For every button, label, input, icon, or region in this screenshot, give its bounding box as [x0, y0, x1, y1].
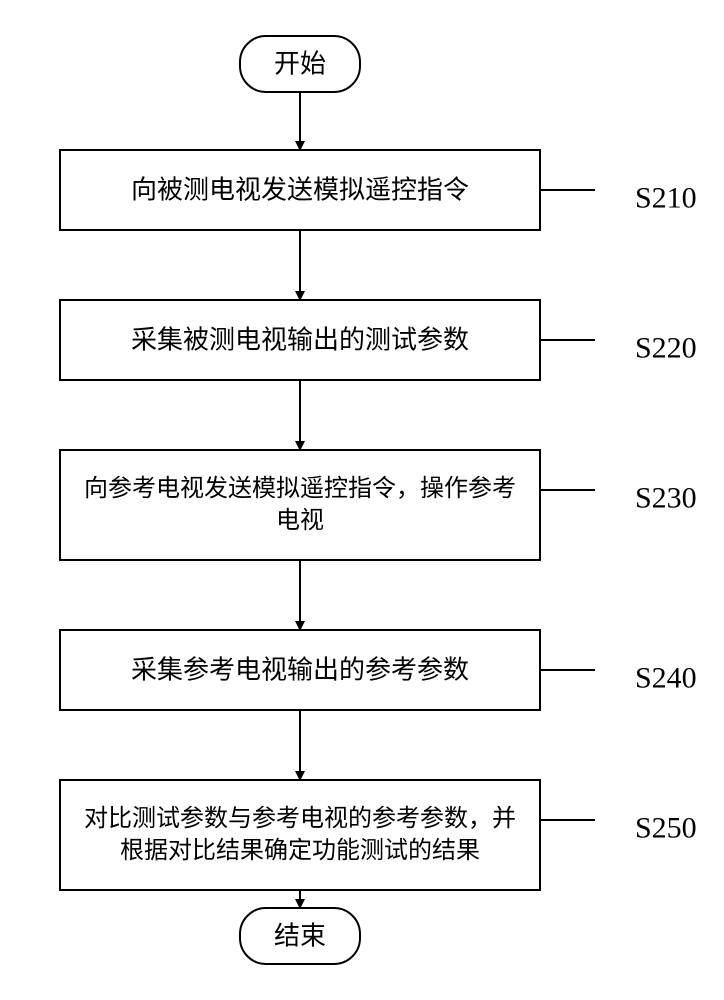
step-label-s230: S230 — [635, 482, 697, 515]
step-box-s250 — [60, 780, 540, 890]
step-label-s240: S240 — [635, 662, 697, 695]
end-terminator-label: 结束 — [274, 922, 326, 951]
start-terminator-label: 开始 — [274, 50, 326, 79]
step-text-s240-l0: 采集参考电视输出的参考参数 — [131, 656, 469, 685]
step-text-s230-l0: 向参考电视发送模拟遥控指令，操作参考 — [84, 475, 516, 502]
step-label-s250: S250 — [635, 812, 697, 845]
step-text-s250-l0: 对比测试参数与参考电视的参考参数，并 — [84, 805, 516, 832]
step-label-s220: S220 — [635, 332, 697, 365]
step-label-s210: S210 — [635, 182, 697, 215]
step-text-s220-l0: 采集被测电视输出的测试参数 — [131, 326, 469, 355]
step-box-s230 — [60, 450, 540, 560]
step-text-s210-l0: 向被测电视发送模拟遥控指令 — [131, 176, 469, 205]
step-text-s230-l1: 电视 — [276, 507, 324, 534]
step-text-s250-l1: 根据对比结果确定功能测试的结果 — [120, 837, 480, 864]
